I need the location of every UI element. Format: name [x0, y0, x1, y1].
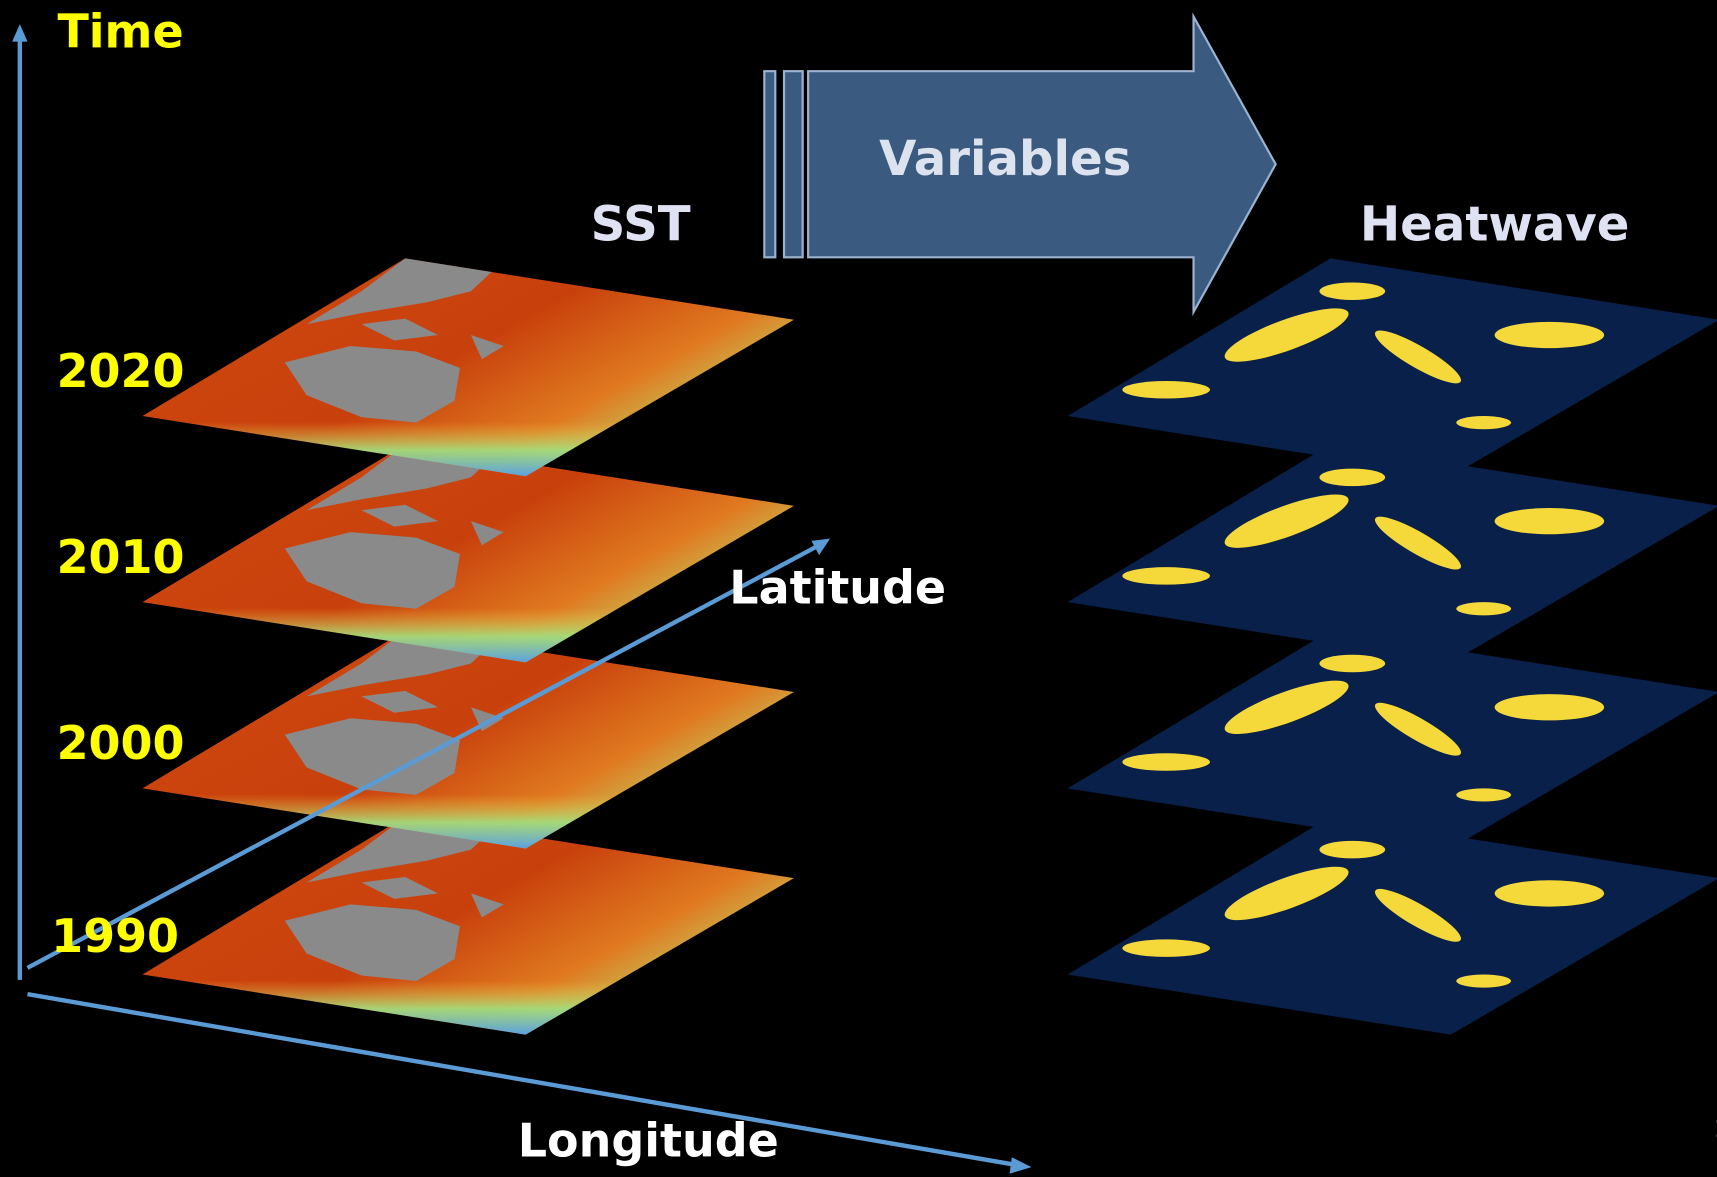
arrow-label: Variables [879, 131, 1131, 187]
sst-layer [142, 631, 793, 849]
sst-layer [142, 445, 793, 663]
longitude-label: Longitude [518, 1114, 779, 1168]
heatwave-layer [1068, 258, 1717, 476]
latitude-label: Latitude [729, 561, 946, 615]
sst-layer [142, 258, 793, 476]
time-axis-label: Time [57, 5, 183, 59]
year-label: 1990 [51, 909, 179, 963]
slide: Variables Time SST Heatwave 2020 2010 20… [0, 0, 1717, 1177]
year-label: 2020 [57, 344, 185, 398]
heatwave-layer [1068, 817, 1717, 1035]
sst-layer [142, 817, 793, 1035]
heatwave-column-label: Heatwave [1360, 197, 1630, 253]
heatwave-layer [1068, 631, 1717, 849]
heatwave-layer [1068, 445, 1717, 663]
sst-column-label: SST [591, 197, 691, 253]
year-label: 2010 [57, 530, 185, 584]
year-label: 2000 [57, 716, 185, 770]
